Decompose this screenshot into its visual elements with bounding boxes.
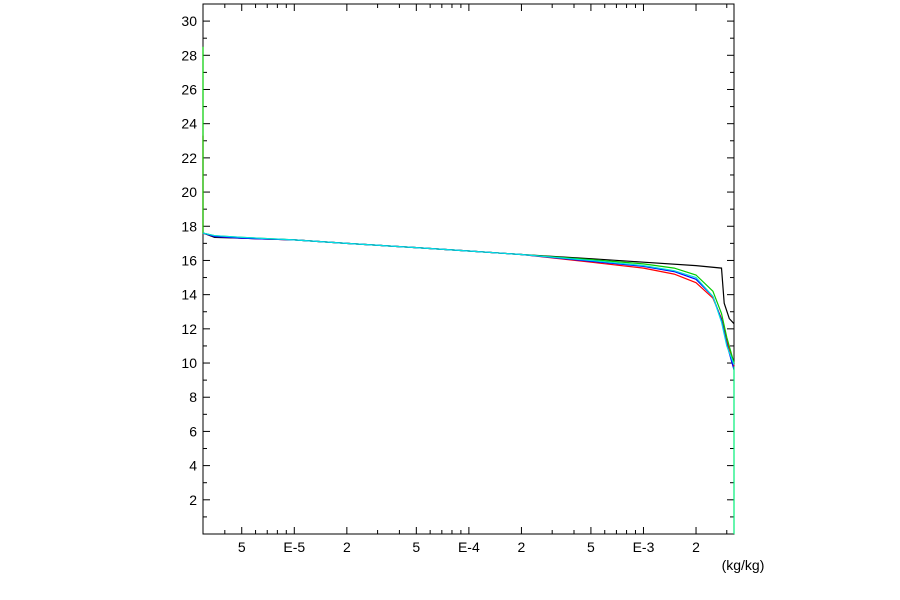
- x-tick-label: E-5: [283, 539, 305, 555]
- x-tick-label: 5: [412, 539, 420, 555]
- y-tick-label: 22: [181, 150, 197, 166]
- x-tick-label: 2: [518, 539, 526, 555]
- x-axis: 5 E-5 2 5 E-4 2 5 E-3 2: [202, 4, 728, 555]
- series-line-2: [202, 46, 735, 364]
- y-tick-label: 2: [189, 492, 197, 508]
- y-tick-label: 26: [181, 81, 197, 97]
- y-tick-label: 8: [189, 389, 197, 405]
- y-tick-label: 4: [189, 458, 197, 474]
- y-tick-label: 10: [181, 355, 197, 371]
- x-tick-label: 2: [692, 539, 700, 555]
- series-line-0: [202, 232, 735, 325]
- series-line-4: [202, 232, 735, 365]
- y-tick-label: 30: [181, 13, 197, 29]
- y-tick-label: 28: [181, 47, 197, 63]
- x-tick-label: E-4: [458, 539, 480, 555]
- y-tick-label: 24: [181, 116, 197, 132]
- x-axis-label: (kg/kg): [722, 557, 765, 573]
- y-tick-label: 6: [189, 423, 197, 439]
- y-tick-label: 12: [181, 321, 197, 337]
- plot-frame: [202, 3, 735, 535]
- y-tick-label: 20: [181, 184, 197, 200]
- series-layer: [202, 46, 735, 534]
- y-tick-label: 16: [181, 252, 197, 268]
- y-tick-label: 18: [181, 218, 197, 234]
- y-tick-label: 14: [181, 287, 197, 303]
- series-line-3: [202, 232, 735, 371]
- x-tick-label: 5: [587, 539, 595, 555]
- x-tick-label: 2: [343, 539, 351, 555]
- x-tick-label: E-3: [633, 539, 655, 555]
- x-tick-label: 5: [238, 539, 246, 555]
